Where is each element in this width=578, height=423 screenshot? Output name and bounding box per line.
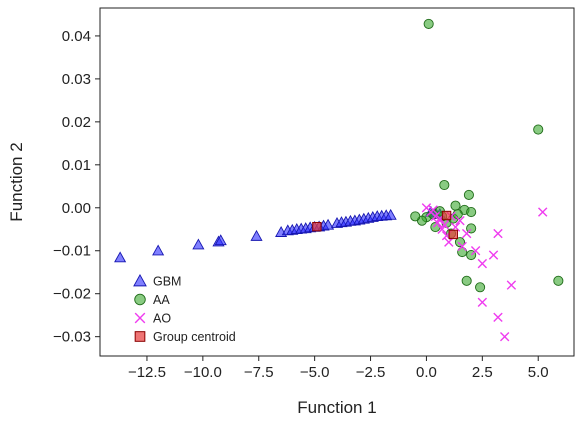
x-axis-title: Function 1 — [297, 398, 376, 417]
x-tick-label: −7.5 — [244, 364, 274, 381]
gbm-point — [250, 229, 263, 241]
x-tick-label: −10.0 — [184, 364, 222, 381]
ao-point — [430, 211, 441, 222]
legend-item-aa: AA — [134, 293, 170, 307]
aa-point — [454, 237, 466, 248]
gbm-point — [114, 251, 127, 263]
group-centroid-point — [441, 210, 452, 221]
legend-item-ao: AO — [134, 312, 171, 326]
legend-marker-group-centroid — [134, 331, 146, 342]
ao-point — [477, 258, 488, 269]
gbm-point — [152, 244, 165, 256]
legend-label-aa: AA — [153, 293, 170, 307]
y-tick-label: −0.03 — [53, 329, 91, 346]
gbm-point — [192, 238, 205, 250]
legend: GBM AA AO Group centroid — [133, 273, 236, 344]
aa-point — [533, 124, 544, 135]
y-tick-label: 0.01 — [62, 157, 91, 174]
y-tick-label: −0.02 — [53, 286, 91, 303]
y-axis-title: Function 2 — [7, 142, 26, 221]
legend-item-group-centroid: Group centroid — [134, 330, 236, 344]
group-centroid-point — [312, 221, 322, 232]
ao-point — [488, 250, 499, 260]
gbm-point — [321, 218, 335, 230]
group-centroid-point — [448, 229, 458, 240]
x-tick-label: 2.5 — [472, 364, 493, 381]
legend-item-gbm: GBM — [133, 273, 181, 289]
ao-point — [444, 237, 454, 247]
x-tick-label: 0.0 — [416, 364, 437, 381]
y-axis: −0.03 −0.02 −0.01 0.00 0.01 0.02 0.03 0.04 — [53, 28, 100, 346]
x-tick-label: 5.0 — [528, 364, 549, 381]
y-tick-label: −0.01 — [53, 243, 91, 260]
x-tick-label: −2.5 — [356, 364, 386, 381]
gbm-point — [384, 208, 397, 220]
points-layer — [114, 18, 564, 342]
aa-point — [450, 200, 461, 211]
ao-point — [506, 280, 517, 290]
aa-point — [423, 18, 434, 29]
ao-point — [470, 246, 481, 256]
y-tick-label: 0.04 — [62, 28, 91, 45]
legend-label-ao: AO — [153, 312, 171, 326]
ao-point — [538, 207, 548, 217]
x-tick-label: −12.5 — [128, 364, 166, 381]
ao-point — [499, 331, 510, 342]
aa-point — [553, 275, 564, 286]
legend-marker-aa — [134, 293, 146, 306]
aa-point — [466, 207, 477, 218]
ao-point — [493, 312, 503, 323]
legend-marker-gbm — [133, 273, 147, 287]
x-tick-label: −5.0 — [300, 364, 330, 381]
y-tick-label: 0.03 — [62, 71, 91, 88]
ao-point — [461, 228, 472, 239]
ao-point — [493, 228, 503, 239]
legend-marker-ao — [134, 312, 146, 324]
x-axis: −12.5 −10.0 −7.5 −5.0 −2.5 0.0 2.5 5.0 — [128, 356, 549, 381]
ao-point — [428, 205, 438, 215]
y-tick-label: 0.00 — [62, 200, 91, 217]
y-tick-label: 0.02 — [62, 114, 91, 131]
aa-point — [439, 179, 450, 191]
ao-point — [477, 297, 488, 307]
legend-label-group-centroid: Group centroid — [153, 330, 236, 344]
ao-point — [455, 215, 465, 226]
aa-point — [461, 275, 472, 286]
aa-point — [410, 211, 421, 222]
ao-point — [457, 241, 467, 252]
aa-point — [463, 189, 474, 200]
aa-point — [475, 282, 486, 293]
plot-frame — [99, 7, 575, 357]
ao-point — [439, 220, 450, 230]
legend-label-gbm: GBM — [153, 275, 181, 289]
gbm-point — [214, 234, 227, 246]
